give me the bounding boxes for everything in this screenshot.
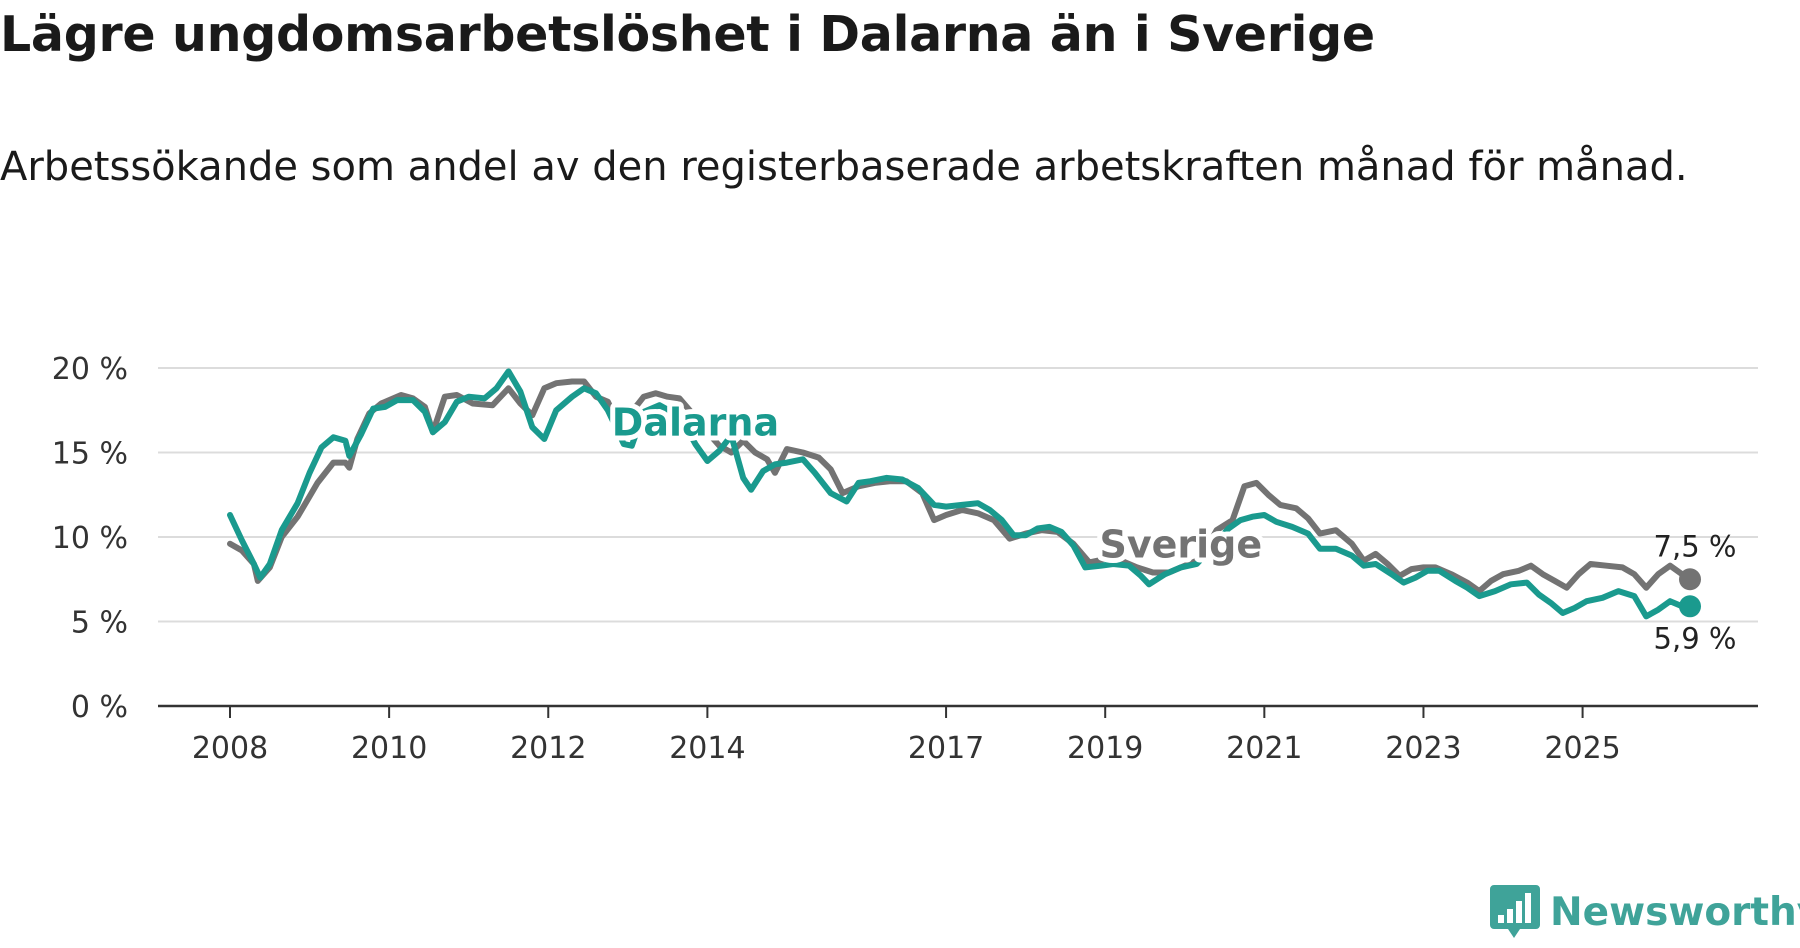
x-tick-label: 2025: [1544, 731, 1620, 766]
x-tick-label: 2021: [1226, 731, 1302, 766]
end-marker-dalarna: [1679, 595, 1701, 618]
brand: Newsworthy: [1490, 885, 1800, 939]
y-tick-label: 10 %: [52, 521, 128, 556]
end-value-label-dalarna: 5,9 %: [1654, 621, 1737, 655]
newsworthy-logo-icon: [1490, 885, 1540, 938]
x-tick-label: 2010: [351, 731, 427, 766]
series-label-dalarna: Dalarna: [612, 401, 779, 445]
x-tick-label: 2017: [908, 731, 984, 766]
x-tick-label: 2014: [669, 731, 745, 766]
x-tick-label: 2019: [1067, 731, 1143, 766]
chart-subtitle: Arbetssökande som andel av den registerb…: [0, 144, 1688, 190]
end-marker-sverige: [1679, 568, 1701, 591]
chart-title: Lägre ungdomsarbetslöshet i Dalarna än i…: [0, 6, 1375, 63]
x-tick-label: 2008: [192, 731, 268, 766]
x-tick-label: 2012: [510, 731, 586, 766]
brand-name: Newsworthy: [1550, 889, 1800, 935]
y-tick-label: 5 %: [71, 606, 128, 641]
y-tick-label: 0 %: [71, 690, 128, 725]
series-line-dalarna: [227, 368, 1693, 620]
y-tick-label: 20 %: [52, 352, 128, 387]
y-tick-label: 15 %: [52, 437, 128, 472]
end-value-label-sverige: 7,5 %: [1654, 529, 1737, 563]
x-tick-label: 2023: [1385, 731, 1461, 766]
series-label-sverige: Sverige: [1099, 522, 1262, 566]
